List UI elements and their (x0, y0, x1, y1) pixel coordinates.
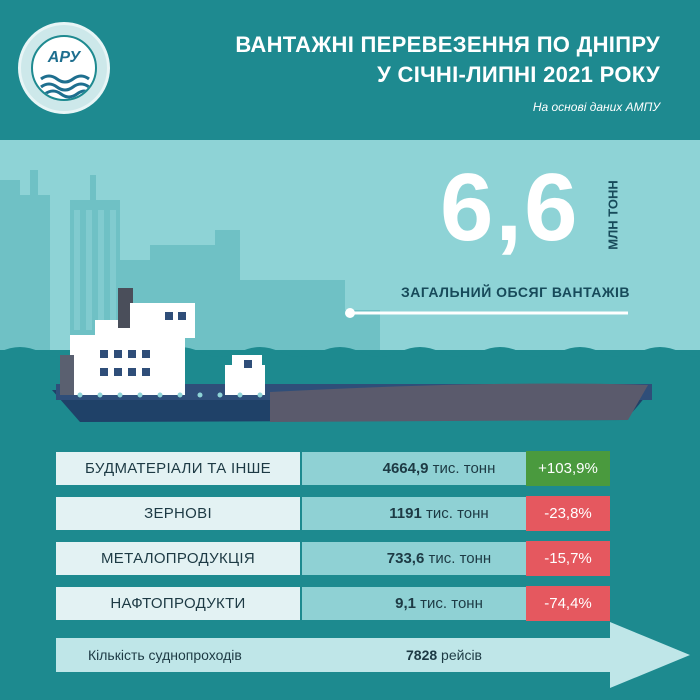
cargo-ship-icon (52, 288, 652, 422)
title-line-2: У СІЧНІ-ЛИПНІ 2021 РОКУ (377, 62, 660, 87)
total-unit-label: МЛН ТОНН (605, 180, 621, 250)
arrow-shape (56, 622, 690, 688)
trips-count: 7828 рейсів (406, 647, 482, 663)
row-change: -74,4% (526, 586, 610, 621)
header: АРУ ВАНТАЖНІ ПЕРЕВЕЗЕННЯ ПО ДНІПРУ У СІЧ… (0, 0, 700, 140)
logo: АРУ (18, 22, 110, 114)
table-row: МЕТАЛОПРОДУКЦІЯ 733,6 тис. тонн -15,7% (56, 541, 610, 576)
row-amount: 1191 (389, 505, 422, 522)
row-change: -15,7% (526, 541, 610, 576)
cityscape-illustration (0, 170, 700, 440)
trips-label: Кількість суднопроходів (88, 647, 242, 663)
logo-text: АРУ (47, 49, 81, 66)
trips-value: 7828 (406, 647, 438, 663)
row-change: +103,9% (526, 451, 610, 486)
row-unit: тис. тонн (421, 505, 489, 522)
row-amount: 733,6 (386, 550, 425, 567)
logo-badge: АРУ (31, 35, 97, 101)
waves-icon (40, 74, 91, 99)
row-amount: 9,1 (395, 595, 416, 612)
total-unit: МЛН ТОНН (598, 170, 628, 260)
row-unit: тис. тонн (424, 550, 492, 567)
page-title: ВАНТАЖНІ ПЕРЕВЕЗЕННЯ ПО ДНІПРУ У СІЧНІ-Л… (235, 30, 660, 90)
row-unit: тис. тонн (428, 460, 496, 477)
row-amount: 4664,9 (382, 460, 429, 477)
row-change: -23,8% (526, 496, 610, 531)
row-category: БУДМАТЕРІАЛИ ТА ІНШЕ (56, 452, 300, 485)
row-category: ЗЕРНОВІ (56, 497, 300, 530)
cargo-table: БУДМАТЕРІАЛИ ТА ІНШЕ 4664,9 тис. тонн +1… (56, 451, 610, 632)
total-value: 6,6 (440, 154, 580, 261)
row-category: МЕТАЛОПРОДУКЦІЯ (56, 542, 300, 575)
total-label: ЗАГАЛЬНИЙ ОБСЯГ ВАНТАЖІВ (400, 284, 630, 300)
table-row: ЗЕРНОВІ 1191 тис. тонн -23,8% (56, 496, 610, 531)
subtitle: На основі даних АМПУ (532, 100, 660, 114)
trips-unit: рейсів (437, 647, 482, 663)
title-line-1: ВАНТАЖНІ ПЕРЕВЕЗЕННЯ ПО ДНІПРУ (235, 32, 660, 57)
row-category: НАФТОПРОДУКТИ (56, 587, 300, 620)
row-unit: тис. тонн (415, 595, 483, 612)
total-line-dot (345, 308, 355, 318)
table-row: НАФТОПРОДУКТИ 9,1 тис. тонн -74,4% (56, 586, 610, 621)
trips-arrow (56, 622, 690, 688)
table-row: БУДМАТЕРІАЛИ ТА ІНШЕ 4664,9 тис. тонн +1… (56, 451, 610, 486)
